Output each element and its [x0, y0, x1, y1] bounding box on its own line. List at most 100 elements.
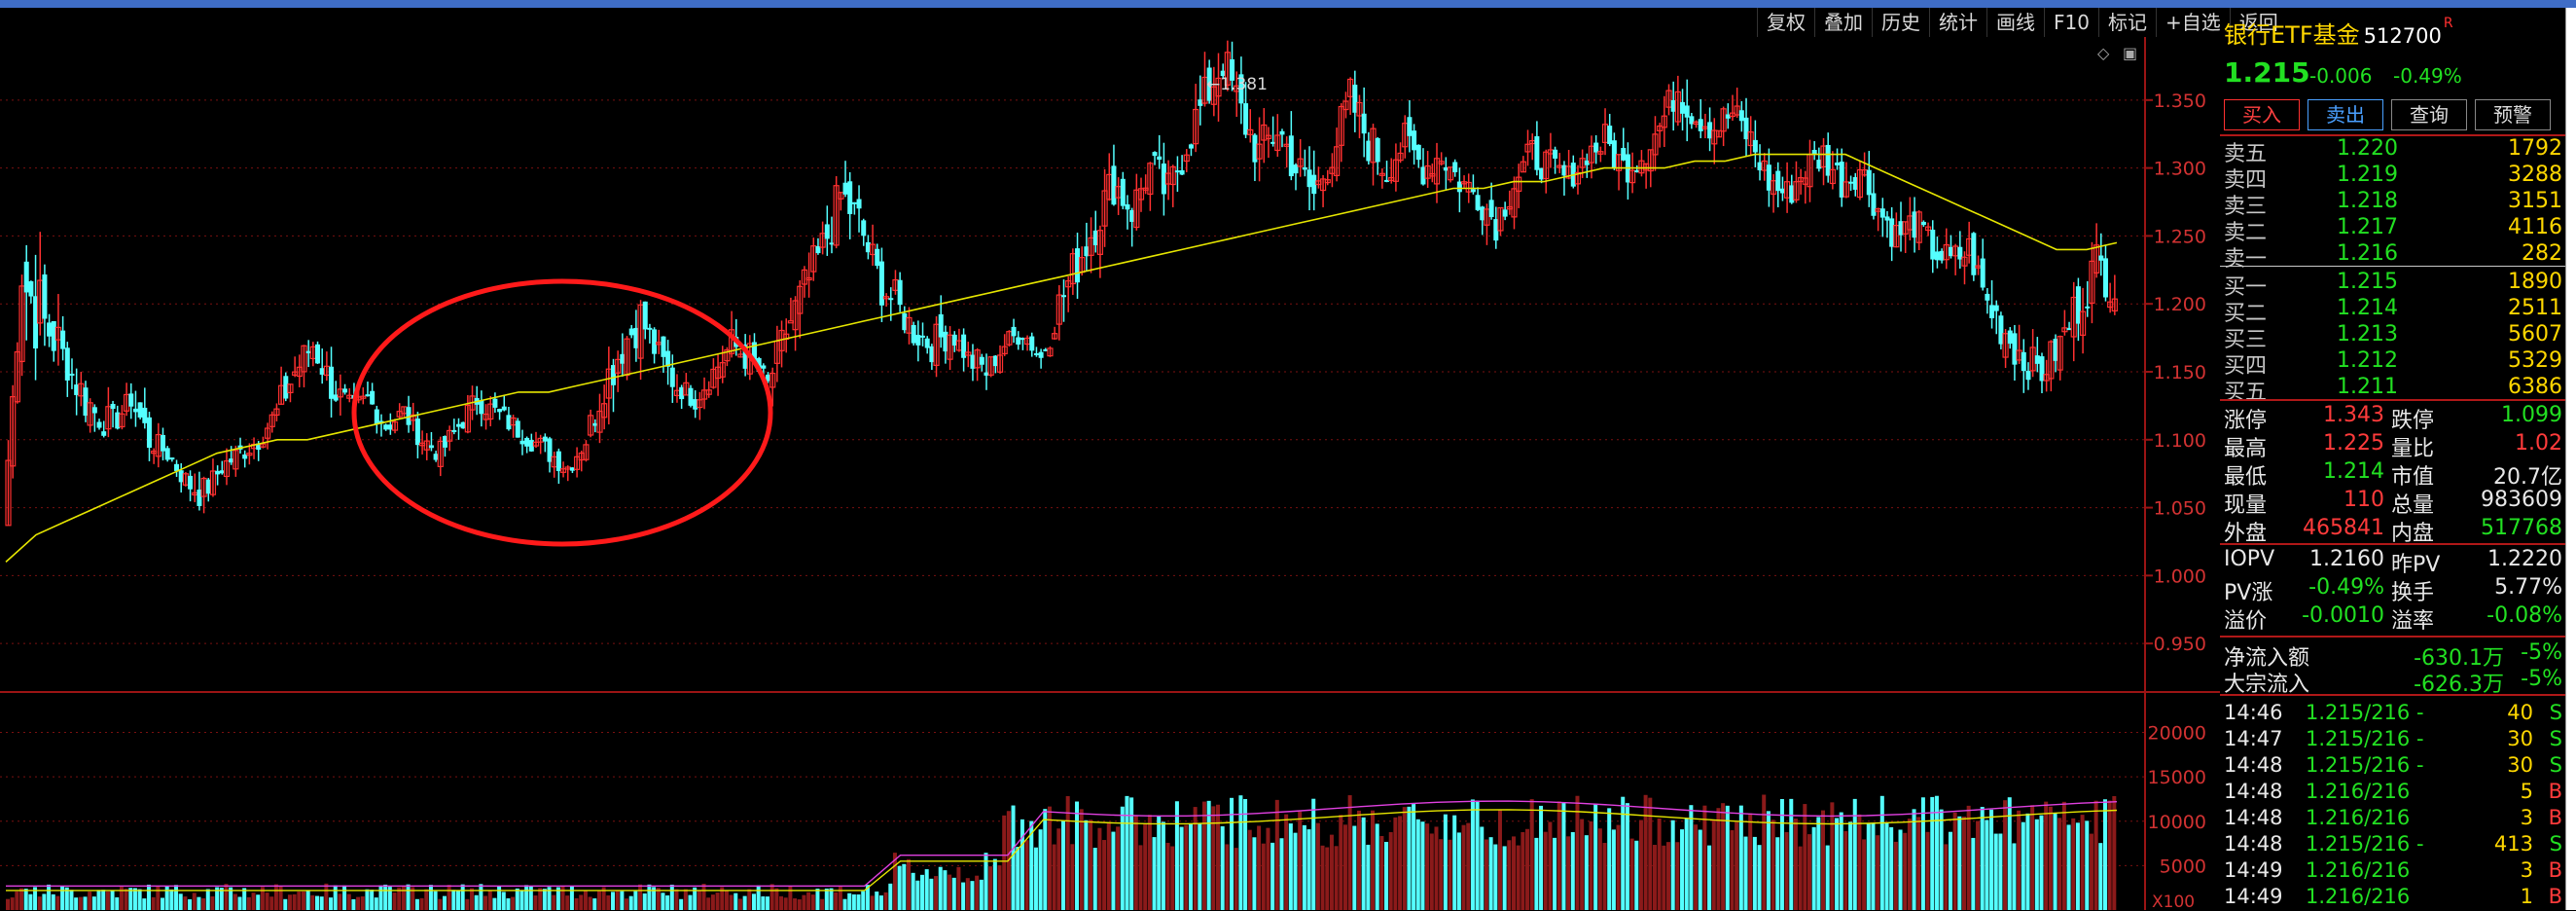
candle-down: [742, 344, 748, 369]
volume-bar: [1225, 844, 1230, 910]
volume-bar: [1675, 842, 1680, 910]
volume-bar: [720, 887, 725, 910]
tick-row: 14:48 1.216/216 5 B: [2224, 780, 2562, 806]
candle-down: [951, 334, 957, 346]
toolbar-item-3[interactable]: 统计: [1929, 8, 1986, 37]
volume-bar: [1184, 824, 1189, 910]
volume-tick-label: 10000: [2148, 812, 2206, 833]
candle-down: [188, 475, 194, 490]
toolbar-item-2[interactable]: 历史: [1872, 8, 1929, 37]
candle-up: [1397, 152, 1404, 162]
volume-bar: [1398, 816, 1403, 910]
buy-button[interactable]: 买入: [2224, 99, 2300, 130]
candle-down: [1912, 211, 1917, 238]
volume-bar: [2039, 815, 2044, 910]
volume-bar: [1711, 820, 1716, 910]
flow-value: -626.3万: [2414, 673, 2504, 697]
toolbar-item-0[interactable]: 复权: [1757, 8, 1814, 37]
volume-bar: [1584, 835, 1589, 910]
volume-bar: [1730, 829, 1735, 910]
volume-bar: [1835, 818, 1840, 910]
candle-down: [115, 412, 121, 429]
window-icon[interactable]: ▣: [2123, 44, 2137, 62]
stat-value: 1.099: [2501, 403, 2562, 427]
candle-up: [1169, 165, 1176, 186]
candle-down: [938, 313, 944, 338]
order-book-row: 卖二 1.217 4116: [2224, 215, 2562, 245]
candle-down: [256, 443, 262, 451]
candle-down: [1766, 164, 1771, 191]
candle-up: [965, 351, 972, 356]
toolbar-item-6[interactable]: 标记: [2097, 8, 2156, 37]
volume-bar: [1102, 840, 1107, 910]
candle-down: [902, 312, 908, 331]
volume-bar: [697, 891, 701, 910]
candle-up: [883, 296, 890, 300]
order-book-row: 卖五 1.220 1792: [2224, 136, 2562, 166]
candle-down: [888, 298, 894, 301]
volume-bar: [1898, 829, 1903, 910]
volume-bar: [1092, 848, 1097, 910]
volume-bar: [596, 891, 601, 910]
price-tick-label: 1.350: [2154, 91, 2206, 112]
toolbar-item-1[interactable]: 叠加: [1814, 8, 1872, 37]
volume-bar: [693, 887, 698, 910]
candle-down: [1129, 209, 1135, 222]
candle-down: [693, 399, 698, 410]
alert-button[interactable]: 预警: [2475, 99, 2551, 130]
level-price: 1.214: [2337, 296, 2398, 320]
diamond-icon[interactable]: ◇: [2097, 44, 2110, 62]
toolbar-item-7[interactable]: +自选: [2155, 8, 2230, 37]
candle-up: [1342, 100, 1349, 111]
level-label: 卖三: [2224, 195, 2268, 219]
volume-bar: [1415, 819, 1420, 910]
tick-side: B: [2548, 806, 2562, 829]
volume-bar: [1089, 820, 1093, 910]
candle-up: [1147, 163, 1154, 196]
volume-bar: [1807, 834, 1811, 910]
volume-bar: [256, 894, 261, 910]
stat-label: 市值: [2391, 465, 2435, 490]
volume-bar: [997, 865, 1002, 910]
volume-bar: [1016, 847, 1020, 910]
volume-bar: [10, 897, 15, 910]
divider: [2220, 543, 2565, 545]
volume-bar: [1539, 805, 1544, 910]
candle-up: [573, 456, 581, 470]
candle-down: [875, 248, 880, 267]
volume-bar: [233, 893, 237, 910]
volume-bar: [1798, 846, 1803, 910]
candle-down: [2102, 258, 2108, 298]
query-button[interactable]: 查询: [2391, 99, 2467, 130]
tick-volume: 3: [2520, 806, 2533, 829]
sell-button[interactable]: 卖出: [2308, 99, 2383, 130]
candle-down: [1621, 147, 1627, 161]
candle-up: [487, 403, 494, 420]
toolbar-item-8[interactable]: 返回: [2229, 8, 2287, 37]
scrollbar[interactable]: [2565, 8, 2576, 910]
candle-up: [1543, 151, 1550, 180]
volume-bar: [1311, 798, 1316, 910]
stat-label: 总量: [2391, 493, 2435, 518]
volume-bar: [1420, 821, 1425, 910]
candle-down: [2098, 255, 2104, 261]
volume-bar: [397, 887, 402, 910]
candle-down: [492, 398, 498, 408]
toolbar-item-5[interactable]: F10: [2044, 8, 2098, 37]
volume-bar: [360, 895, 365, 910]
candle-up: [1511, 188, 1518, 218]
candle-up: [1465, 181, 1472, 193]
level-volume: 3151: [2508, 189, 2562, 213]
candle-up: [719, 362, 726, 378]
stat-label: 最高: [2224, 437, 2268, 461]
candle-down: [1584, 160, 1590, 165]
volume-bar: [661, 893, 665, 910]
volume-bar: [992, 858, 997, 910]
toolbar-item-4[interactable]: 画线: [1986, 8, 2044, 37]
tick-row: 14:48 1.215/216 - 30 S: [2224, 753, 2562, 780]
kline-chart[interactable]: 1.350 1.300 1.250 1.200 1.150 1.100 1.050 1.000…: [0, 8, 2220, 910]
volume-bar: [1738, 805, 1743, 910]
drawn-ellipse[interactable]: [351, 278, 773, 547]
stat-value: -0.08%: [2487, 603, 2562, 628]
tick-price: 1.215/216 -: [2306, 753, 2424, 777]
